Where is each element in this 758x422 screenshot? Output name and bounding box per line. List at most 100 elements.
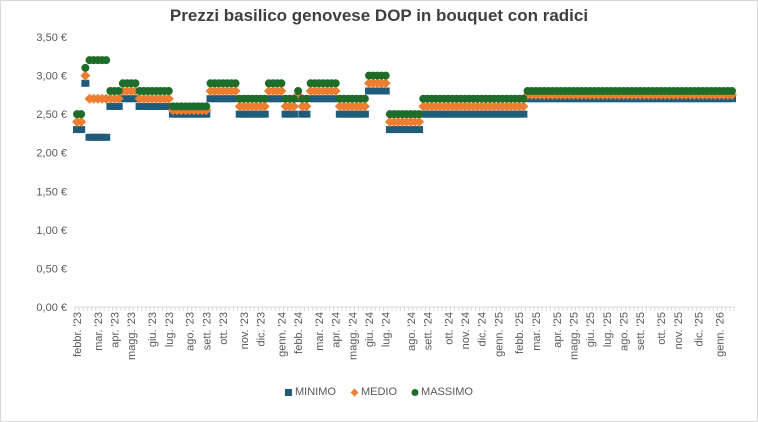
minimo-point: [381, 87, 390, 95]
y-tick-label: 1,00 €: [36, 225, 67, 237]
x-tick-label: mar. '25: [531, 312, 543, 351]
minimo-point: [239, 110, 248, 118]
x-tick-label: magg. '23: [126, 312, 138, 360]
minimo-point: [273, 95, 282, 103]
minimo-point: [269, 95, 278, 103]
x-tick-label: mar. '24: [314, 312, 326, 351]
massimo-point: [81, 63, 90, 72]
minimo-point: [264, 95, 273, 103]
minimo-point: [502, 110, 511, 118]
minimo-point: [306, 95, 315, 103]
medio-point: [276, 86, 287, 96]
minimo-point: [148, 102, 157, 110]
minimo-point: [486, 110, 495, 118]
minimo-point: [444, 110, 453, 118]
minimo-point: [427, 110, 436, 118]
x-tick-label: nov. '25: [673, 312, 685, 349]
minimo-point: [248, 110, 257, 118]
minimo-point: [511, 110, 520, 118]
x-tick-label: ago. '24: [406, 312, 418, 351]
x-tick-label: dic. '25: [694, 312, 706, 347]
minimo-point: [298, 110, 307, 118]
square-marker-icon: [285, 389, 293, 396]
massimo-point: [302, 94, 311, 103]
minimo-point: [452, 110, 461, 118]
x-tick-label: giu. '23: [147, 312, 159, 347]
minimo-point: [419, 110, 428, 118]
minimo-point: [356, 110, 365, 118]
x-tick-label: sett. '24: [422, 312, 434, 350]
minimo-point: [423, 110, 432, 118]
minimo-point: [110, 102, 119, 110]
massimo-point: [260, 94, 269, 103]
medio-point: [230, 86, 241, 96]
minimo-point: [402, 126, 411, 134]
y-tick-label: 1,50 €: [36, 186, 67, 198]
minimo-point: [285, 110, 294, 118]
x-tick-label: genn. '26: [714, 312, 726, 357]
massimo-point: [277, 79, 286, 88]
x-tick-label: febbr. '23: [72, 312, 84, 357]
minimo-point: [460, 110, 469, 118]
minimo-point: [81, 79, 90, 87]
minimo-point: [135, 102, 144, 110]
x-tick-label: magg. '24: [347, 312, 359, 360]
x-tick-label: dic. '23: [256, 312, 268, 347]
minimo-point: [235, 110, 244, 118]
minimo-point: [89, 133, 98, 141]
minimo-point: [469, 110, 478, 118]
massimo-point: [231, 79, 240, 88]
minimo-point: [344, 110, 353, 118]
minimo-point: [260, 110, 269, 118]
minimo-point: [435, 110, 444, 118]
massimo-point: [102, 56, 111, 65]
minimo-point: [164, 102, 173, 110]
minimo-point: [490, 110, 499, 118]
massimo-point: [164, 87, 173, 95]
minimo-point: [373, 87, 382, 95]
minimo-point: [252, 110, 261, 118]
circle-marker-icon: [411, 389, 419, 396]
x-tick-label: ott. '23: [218, 312, 230, 345]
minimo-point: [143, 102, 152, 110]
minimo-point: [277, 95, 286, 103]
minimo-point: [398, 126, 407, 134]
minimo-point: [244, 110, 253, 118]
massimo-point: [360, 94, 369, 103]
y-tick-label: 0,00 €: [36, 302, 67, 314]
chart-title: Prezzi basilico genovese DOP in bouquet …: [169, 6, 589, 25]
medio-point: [330, 86, 341, 96]
y-tick-label: 2,00 €: [36, 148, 67, 160]
minimo-point: [206, 95, 215, 103]
minimo-point: [456, 110, 465, 118]
massimo-point: [202, 102, 211, 111]
minimo-point: [385, 126, 394, 134]
x-tick-label: nov. '24: [460, 312, 472, 349]
minimo-point: [331, 95, 340, 103]
minimo-point: [481, 110, 490, 118]
massimo-point: [294, 87, 303, 95]
medio-point: [76, 116, 87, 127]
massimo-point: [519, 94, 528, 103]
minimo-point: [93, 133, 102, 141]
minimo-point: [369, 87, 378, 95]
minimo-point: [448, 110, 457, 118]
x-tick-label: genn. '24: [276, 312, 288, 357]
legend-item-minimo: MINIMO: [285, 386, 336, 398]
minimo-point: [519, 110, 528, 118]
minimo-point: [256, 110, 265, 118]
x-tick-label: giu. '24: [364, 312, 376, 347]
x-tick-label: dic. '24: [477, 312, 489, 347]
minimo-point: [223, 95, 232, 103]
x-tick-label: sett. '25: [635, 312, 647, 350]
minimo-point: [348, 110, 357, 118]
legend-item-massimo: MASSIMO: [411, 386, 473, 398]
y-tick-label: 2,50 €: [36, 109, 67, 121]
minimo-point: [227, 95, 236, 103]
x-tick-label: apr. '25: [552, 312, 564, 348]
diamond-marker-icon: [350, 388, 359, 396]
minimo-point: [314, 95, 323, 103]
x-tick-label: lug. '23: [164, 312, 176, 347]
x-tick-label: apr. '24: [331, 312, 343, 348]
